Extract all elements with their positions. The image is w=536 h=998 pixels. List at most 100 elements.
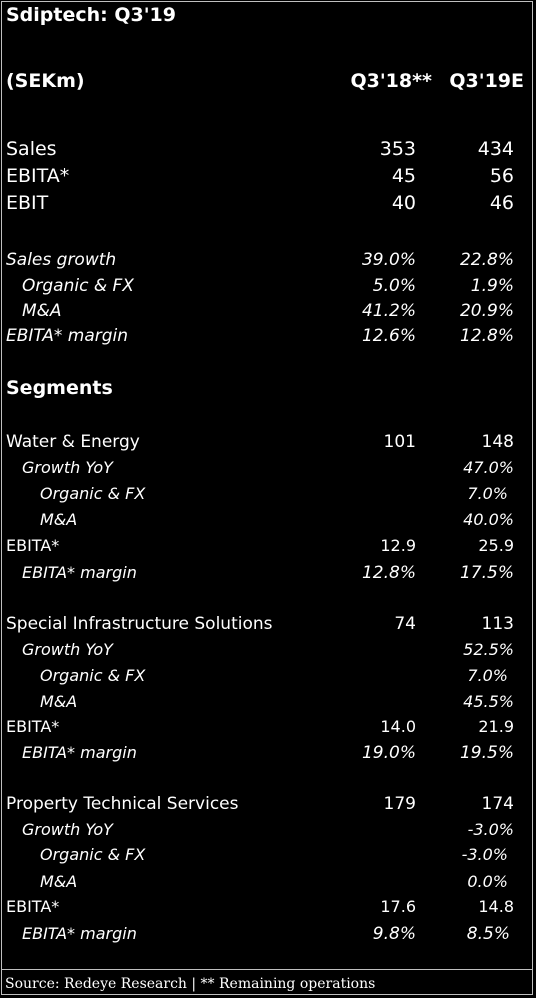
value-q319e: 0.0% [467, 872, 508, 891]
summary-row-organic-fx: Organic & FX 5.0% 1.9% [0, 276, 536, 302]
value-q319e: 174 [481, 794, 514, 814]
segment-margin-row: EBITA* margin 9.8% 8.5% [0, 924, 536, 950]
row-label: EBITA* margin [22, 924, 137, 943]
column-header-q319e: Q3'19E [449, 70, 524, 92]
summary-row-ebita: EBITA* 45 56 [0, 165, 536, 191]
value-q318: 14.0 [380, 717, 416, 736]
value-q319e: 56 [489, 165, 514, 187]
segment-ma-row: M&A 0.0% [0, 872, 536, 898]
segment-ma-row: M&A 40.0% [0, 510, 536, 536]
value-q318: 101 [383, 432, 416, 452]
segment-ebita-row: EBITA* 14.0 21.9 [0, 717, 536, 743]
segment-name: Property Technical Services [6, 794, 239, 814]
value-q318: 74 [394, 614, 416, 634]
value-q318: 19.0% [361, 743, 416, 763]
title-row: Sdiptech: Q3'19 [0, 4, 536, 30]
unit-label: (SEKm) [6, 70, 85, 92]
value-q318: 40 [391, 192, 416, 214]
row-label: M&A [22, 301, 62, 321]
summary-row-ma: M&A 41.2% 20.9% [0, 301, 536, 327]
value-q319e: 47.0% [463, 458, 514, 477]
segment-growth-row: Growth YoY 47.0% [0, 458, 536, 484]
value-q318: 39.0% [361, 250, 416, 270]
segment-organic-row: Organic & FX 7.0% [0, 666, 536, 692]
value-q318: 353 [379, 138, 416, 160]
segments-heading: Segments [6, 377, 113, 399]
summary-row-sales: Sales 353 434 [0, 138, 536, 164]
value-q319e: 12.8% [459, 326, 514, 346]
value-q319e: 22.8% [459, 250, 514, 270]
row-label: EBITA* margin [22, 563, 137, 582]
value-q319e: 434 [477, 138, 514, 160]
summary-row-ebit: EBIT 40 46 [0, 192, 536, 218]
column-header-q318: Q3'18** [350, 70, 432, 92]
segment-ma-row: M&A 45.5% [0, 692, 536, 718]
row-label: EBITA* [6, 536, 60, 555]
value-q319e: 19.5% [459, 743, 514, 763]
segment-growth-row: Growth YoY 52.5% [0, 640, 536, 666]
segments-title-row: Segments [0, 377, 536, 403]
segment-organic-row: Organic & FX -3.0% [0, 845, 536, 871]
row-label: M&A [40, 872, 78, 891]
value-q318: 45 [391, 165, 416, 187]
row-label: EBIT [6, 192, 49, 214]
value-q319e: 25.9 [478, 536, 514, 555]
value-q318: 9.8% [372, 924, 416, 944]
value-q319e: 21.9 [478, 717, 514, 736]
row-label: EBITA* [6, 897, 60, 916]
row-label: EBITA* margin [6, 326, 129, 346]
segment-row: Water & Energy 101 148 [0, 432, 536, 458]
row-label: M&A [40, 692, 78, 711]
row-label: M&A [40, 510, 78, 529]
value-q318: 17.6 [380, 897, 416, 916]
segment-margin-row: EBITA* margin 12.8% 17.5% [0, 563, 536, 589]
value-q319e: 45.5% [463, 692, 514, 711]
row-label: Growth YoY [22, 820, 113, 839]
segment-ebita-row: EBITA* 17.6 14.8 [0, 897, 536, 923]
page-title: Sdiptech: Q3'19 [6, 4, 176, 26]
source-note: Source: Redeye Research | ** Remaining o… [5, 976, 376, 992]
value-q319e: 20.9% [459, 301, 514, 321]
summary-row-sales-growth: Sales growth 39.0% 22.8% [0, 250, 536, 276]
row-label: Organic & FX [40, 484, 146, 503]
row-label: Sales growth [6, 250, 117, 270]
value-q319e: 7.0% [467, 484, 508, 503]
row-label: EBITA* [6, 717, 60, 736]
value-q319e: 8.5% [466, 924, 510, 944]
value-q318: 41.2% [361, 301, 416, 321]
value-q318: 5.0% [372, 276, 416, 296]
segment-row: Special Infrastructure Solutions 74 113 [0, 614, 536, 640]
segment-organic-row: Organic & FX 7.0% [0, 484, 536, 510]
value-q319e: -3.0% [461, 845, 508, 864]
row-label: Sales [6, 138, 57, 160]
row-label: Growth YoY [22, 640, 113, 659]
value-q319e: 14.8 [478, 897, 514, 916]
row-label: EBITA* margin [22, 743, 137, 762]
value-q319e: 52.5% [463, 640, 514, 659]
footer-divider [1, 969, 533, 970]
segment-row: Property Technical Services 179 174 [0, 794, 536, 820]
value-q318: 12.9 [380, 536, 416, 555]
row-label: EBITA* [6, 165, 70, 187]
segment-ebita-row: EBITA* 12.9 25.9 [0, 536, 536, 562]
segment-name: Special Infrastructure Solutions [6, 614, 273, 634]
segment-margin-row: EBITA* margin 19.0% 19.5% [0, 743, 536, 769]
row-label: Organic & FX [22, 276, 134, 296]
header-row: (SEKm) Q3'18** Q3'19E [0, 70, 536, 96]
value-q319e: 148 [481, 432, 514, 452]
value-q319e: 17.5% [459, 563, 514, 583]
value-q319e: 40.0% [463, 510, 514, 529]
row-label: Organic & FX [40, 666, 146, 685]
segment-growth-row: Growth YoY -3.0% [0, 820, 536, 846]
value-q318: 179 [383, 794, 416, 814]
value-q319e: 113 [481, 614, 514, 634]
segment-name: Water & Energy [6, 432, 140, 452]
row-label: Growth YoY [22, 458, 113, 477]
value-q318: 12.8% [361, 563, 416, 583]
value-q319e: 7.0% [467, 666, 508, 685]
row-label: Organic & FX [40, 845, 146, 864]
value-q319e: 46 [489, 192, 514, 214]
value-q318: 12.6% [361, 326, 416, 346]
value-q319e: 1.9% [470, 276, 514, 296]
